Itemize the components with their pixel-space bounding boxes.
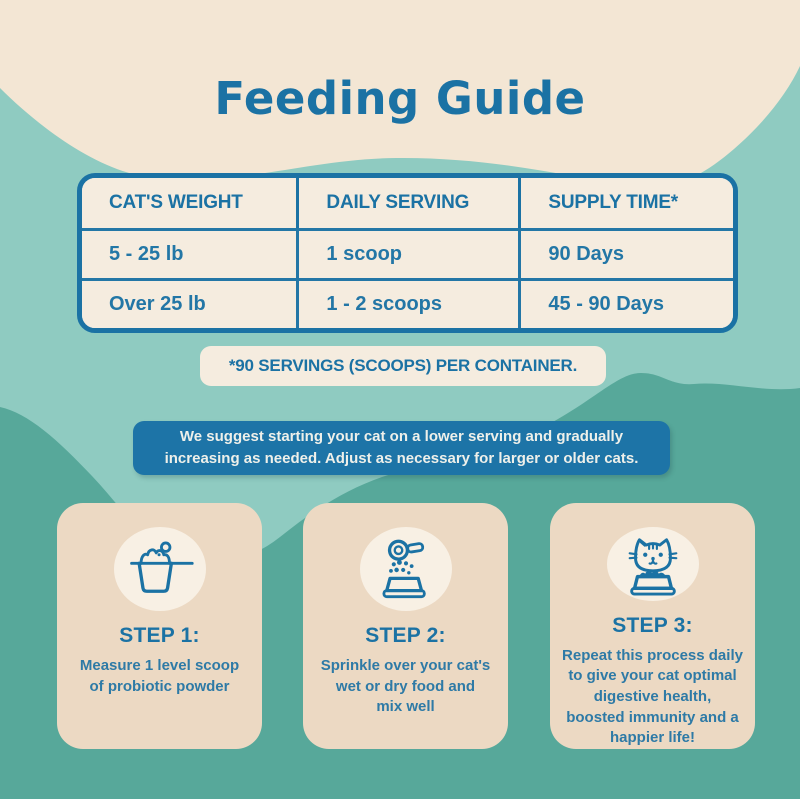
table-header-cats-weight: CAT'S WEIGHT (82, 178, 300, 228)
page-title: Feeding Guide (214, 72, 586, 125)
table-cell-serving-2: 1 - 2 scoops (299, 278, 522, 328)
table-cell-serving-1: 1 scoop (299, 228, 522, 278)
table-cell-weight-1: 5 - 25 lb (82, 228, 300, 278)
step-3-icon-circle (606, 527, 699, 601)
step-card-3: STEP 3: Repeat this process daily to giv… (550, 503, 755, 749)
servings-note: *90 SERVINGS (SCOOPS) PER CONTAINER. (200, 346, 606, 386)
step-3-heading: STEP 3: (612, 613, 693, 637)
feeding-table: CAT'S WEIGHT DAILY SERVING SUPPLY TIME* … (77, 173, 738, 333)
suggestion-banner: We suggest starting your cat on a lower … (133, 421, 670, 475)
step-1-icon-circle (113, 527, 206, 611)
step-card-1: STEP 1: Measure 1 level scoop of probiot… (57, 503, 262, 749)
measuring-scoop-icon (129, 541, 194, 593)
sprinkle-over-bowl-icon (382, 539, 426, 599)
step-card-2: STEP 2: Sprinkle over your cat's wet or … (303, 503, 508, 749)
step-2-text: Sprinkle over your cat's wet or dry food… (320, 657, 491, 716)
table-cell-supply-2: 45 - 90 Days (521, 278, 733, 328)
step-2-icon-circle (359, 527, 452, 611)
step-2-heading: STEP 2: (365, 624, 446, 647)
step-1-text: Measure 1 level scoop of probiotic powde… (79, 657, 240, 695)
table-cell-supply-1: 90 Days (521, 228, 733, 278)
table-cell-weight-2: Over 25 lb (82, 278, 300, 328)
table-header-supply-time: SUPPLY TIME* (521, 178, 733, 228)
step-3-text: Repeat this process daily to give your c… (562, 646, 743, 747)
table-header-daily-serving: DAILY SERVING (299, 178, 522, 228)
step-1-heading: STEP 1: (119, 624, 200, 647)
cat-with-bowl-icon (628, 538, 677, 596)
